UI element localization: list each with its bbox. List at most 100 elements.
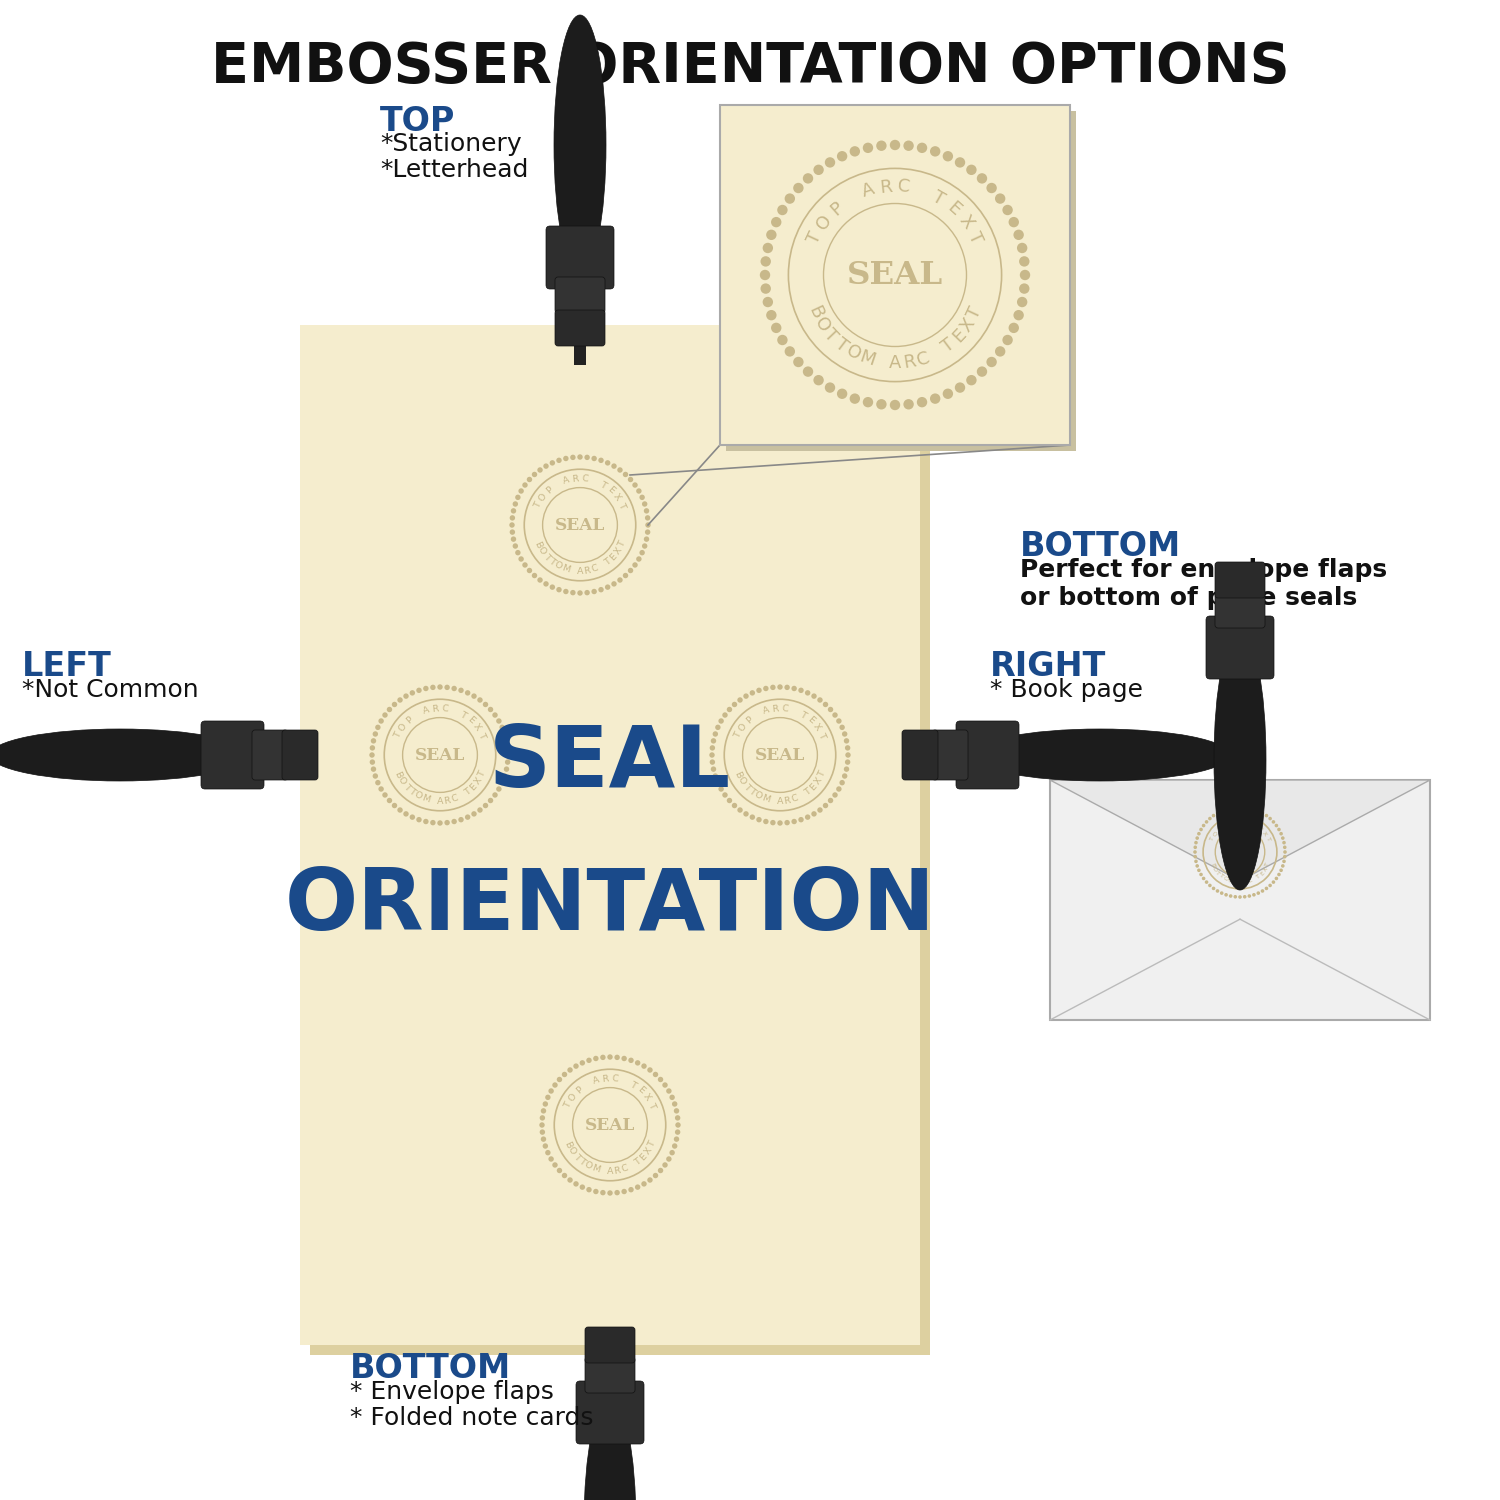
- Circle shape: [556, 458, 561, 464]
- FancyBboxPatch shape: [555, 278, 604, 314]
- Circle shape: [777, 334, 788, 345]
- Circle shape: [1248, 894, 1251, 898]
- Circle shape: [812, 693, 816, 699]
- Text: SEAL: SEAL: [489, 722, 730, 806]
- Circle shape: [616, 578, 622, 582]
- Circle shape: [556, 1168, 562, 1173]
- Circle shape: [532, 471, 537, 477]
- Circle shape: [510, 522, 515, 528]
- Circle shape: [444, 821, 450, 825]
- Circle shape: [636, 489, 642, 494]
- Text: O: O: [813, 211, 836, 232]
- Circle shape: [723, 712, 728, 718]
- Circle shape: [966, 375, 976, 386]
- Circle shape: [1212, 815, 1215, 818]
- Text: C: C: [915, 348, 932, 369]
- Circle shape: [1281, 837, 1284, 840]
- Circle shape: [771, 217, 782, 228]
- Text: M: M: [420, 794, 430, 804]
- Text: C: C: [441, 704, 448, 714]
- Circle shape: [382, 792, 387, 798]
- Circle shape: [718, 718, 724, 723]
- Text: E: E: [636, 1084, 645, 1095]
- FancyBboxPatch shape: [902, 730, 938, 780]
- Text: R: R: [879, 177, 892, 197]
- Circle shape: [744, 812, 748, 816]
- Text: X: X: [813, 776, 824, 786]
- Circle shape: [644, 509, 650, 513]
- Circle shape: [526, 477, 532, 482]
- Circle shape: [639, 550, 645, 555]
- Circle shape: [738, 698, 742, 702]
- Circle shape: [532, 573, 537, 579]
- Text: C: C: [1240, 819, 1245, 825]
- Text: E: E: [608, 552, 619, 562]
- Text: EMBOSSER ORIENTATION OPTIONS: EMBOSSER ORIENTATION OPTIONS: [210, 40, 1290, 94]
- Text: LEFT: LEFT: [22, 650, 111, 682]
- Text: T: T: [734, 730, 744, 740]
- Circle shape: [666, 1156, 672, 1161]
- Circle shape: [1281, 864, 1284, 867]
- Circle shape: [621, 1056, 627, 1060]
- Circle shape: [404, 812, 408, 816]
- Circle shape: [1282, 859, 1286, 862]
- Circle shape: [837, 152, 848, 162]
- Circle shape: [644, 537, 650, 542]
- Text: T: T: [1252, 822, 1258, 828]
- Circle shape: [744, 693, 748, 699]
- Circle shape: [608, 1191, 612, 1196]
- Text: A: A: [890, 354, 902, 372]
- Circle shape: [370, 738, 376, 744]
- Circle shape: [633, 562, 638, 567]
- Circle shape: [369, 759, 375, 765]
- Text: X: X: [642, 1146, 654, 1156]
- Circle shape: [492, 712, 498, 718]
- Circle shape: [916, 142, 927, 153]
- Text: TOP: TOP: [380, 105, 456, 138]
- Circle shape: [398, 698, 404, 702]
- Circle shape: [1197, 833, 1200, 836]
- Circle shape: [444, 684, 450, 690]
- Text: A: A: [576, 567, 584, 576]
- Circle shape: [802, 366, 813, 376]
- Circle shape: [1196, 837, 1198, 840]
- Circle shape: [1017, 243, 1028, 254]
- Text: T: T: [477, 730, 488, 740]
- Circle shape: [543, 1143, 548, 1149]
- FancyBboxPatch shape: [956, 722, 1018, 789]
- Bar: [1050, 780, 1430, 1020]
- Circle shape: [410, 815, 416, 821]
- Circle shape: [784, 194, 795, 204]
- Circle shape: [513, 543, 517, 549]
- Circle shape: [1198, 828, 1203, 831]
- Circle shape: [488, 706, 494, 712]
- Circle shape: [1220, 891, 1224, 896]
- Circle shape: [663, 1083, 668, 1088]
- Circle shape: [818, 807, 822, 813]
- Circle shape: [903, 399, 914, 410]
- Ellipse shape: [1214, 630, 1266, 890]
- Text: R: R: [572, 474, 579, 484]
- Text: T: T: [464, 786, 472, 796]
- Circle shape: [723, 792, 728, 798]
- Circle shape: [806, 815, 810, 821]
- Circle shape: [1008, 322, 1019, 333]
- Circle shape: [942, 152, 952, 162]
- Circle shape: [760, 284, 771, 294]
- Circle shape: [846, 753, 850, 758]
- Circle shape: [942, 388, 952, 399]
- Circle shape: [844, 738, 849, 744]
- Circle shape: [372, 732, 378, 736]
- Circle shape: [956, 158, 964, 168]
- Text: O: O: [843, 342, 864, 364]
- Circle shape: [669, 1150, 675, 1155]
- Circle shape: [496, 786, 501, 792]
- Text: T: T: [616, 540, 627, 549]
- Text: T: T: [572, 1152, 582, 1162]
- Circle shape: [628, 477, 633, 482]
- Circle shape: [477, 698, 483, 702]
- Circle shape: [586, 1186, 591, 1192]
- Circle shape: [890, 400, 900, 410]
- Circle shape: [716, 724, 720, 730]
- Circle shape: [556, 586, 561, 592]
